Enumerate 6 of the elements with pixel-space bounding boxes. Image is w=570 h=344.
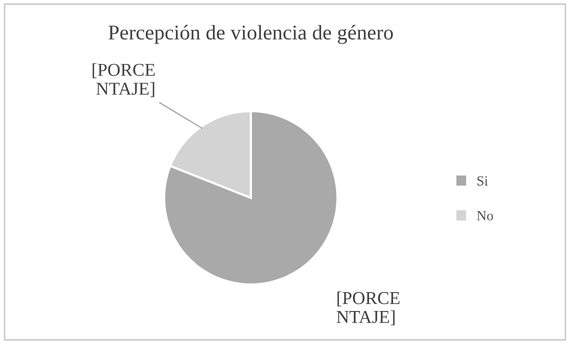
legend-label: Si — [477, 176, 488, 186]
legend-label: No — [476, 211, 493, 220]
pie-slice — [163, 110, 338, 286]
data-label: [PORCE NTAJE] — [336, 291, 400, 326]
chart-title: Percepción de violencia de género — [108, 24, 393, 44]
data-label: [PORCE NTAJE] — [92, 63, 155, 98]
